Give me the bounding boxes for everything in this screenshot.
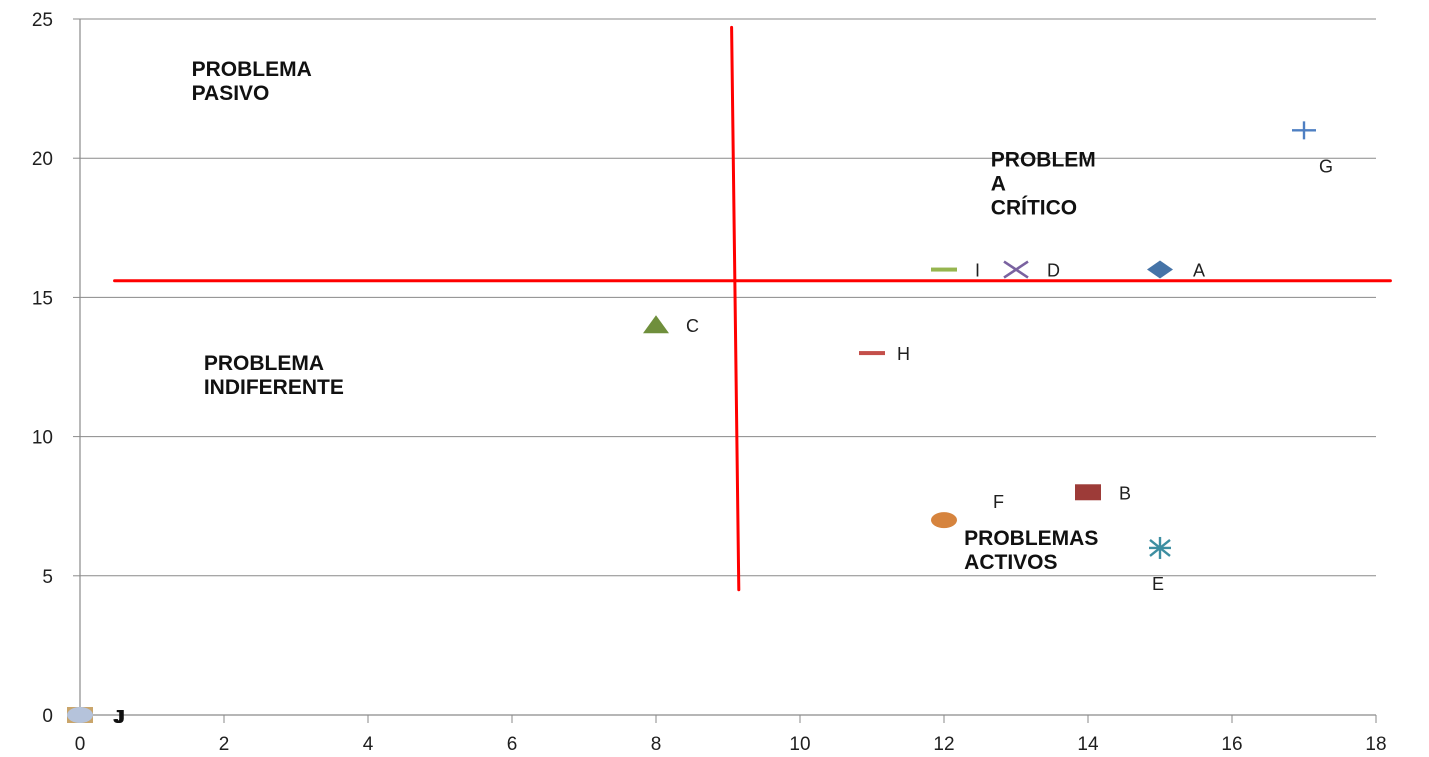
point-label-c: C [686, 316, 699, 336]
labels-layer: ABCDEFGHIJJJPROBLEMAPASIVOPROBLEMACRÍTIC… [113, 58, 1333, 727]
data-point-g [1292, 121, 1316, 140]
origin-point-2 [67, 707, 93, 723]
x-tick-label-12: 12 [933, 734, 954, 755]
point-label-a: A [1193, 261, 1205, 281]
quadrant-label-pasivo-line-1: PROBLEMA [192, 58, 312, 81]
quadrant-label-activos-line-1: PROBLEMAS [964, 527, 1098, 550]
point-label-e: E [1152, 574, 1164, 594]
point-label-b: B [1119, 483, 1131, 503]
data-point-i [931, 267, 957, 272]
data-point-b [1075, 484, 1101, 501]
data-point-h [859, 351, 885, 356]
data-points [67, 121, 1316, 723]
y-tick-label-0: 0 [42, 706, 53, 727]
quadrant-label-indiferente-line-2: INDIFERENTE [204, 376, 344, 399]
x-tick-label-2: 2 [219, 734, 230, 755]
data-point-d [1003, 260, 1029, 279]
origin-label-0: J [113, 707, 123, 727]
quadrant-label-pasivo-line-2: PASIVO [192, 82, 270, 105]
x-tick-label-0: 0 [75, 734, 86, 755]
quadrant-label-activos-line-2: ACTIVOS [964, 551, 1057, 574]
vertical-divider [730, 25, 741, 592]
x-tick-label-14: 14 [1077, 734, 1099, 755]
grid-layer [80, 18, 1376, 577]
y-tick-label-15: 15 [32, 288, 53, 309]
point-label-i: I [975, 261, 980, 281]
y-tick-label-25: 25 [32, 10, 53, 31]
x-tick-label-4: 4 [363, 734, 374, 755]
quadrant-label-critico-line-2: A [991, 173, 1006, 196]
y-tick-label-20: 20 [32, 149, 53, 170]
quadrant-label-critico-line-3: CRÍTICO [991, 197, 1077, 220]
origin-label-2: J [115, 707, 125, 727]
data-point-a [1147, 260, 1173, 279]
y-tick-label-5: 5 [42, 567, 53, 588]
x-tick-label-18: 18 [1365, 734, 1386, 755]
point-label-g: G [1319, 156, 1333, 176]
point-label-d: D [1047, 261, 1060, 281]
x-tick-label-10: 10 [789, 734, 810, 755]
x-tick-label-16: 16 [1221, 734, 1242, 755]
point-label-f: F [993, 492, 1004, 512]
axes-layer: 0 5 10 15 20 25 0 2 4 6 8 10 12 14 16 18 [32, 10, 1387, 755]
data-point-f [931, 512, 957, 529]
point-label-h: H [897, 344, 910, 364]
data-point-c [643, 315, 669, 334]
y-tick-label-10: 10 [32, 428, 53, 449]
x-tick-label-6: 6 [507, 734, 518, 755]
quadrant-label-indiferente-line-1: PROBLEMA [204, 352, 324, 375]
reference-lines [113, 25, 1392, 592]
origin-label-1: J [114, 707, 124, 727]
quadrant-label-critico-line-1: PROBLEM [991, 149, 1096, 172]
data-point-e [1149, 536, 1171, 559]
x-tick-label-8: 8 [651, 734, 662, 755]
